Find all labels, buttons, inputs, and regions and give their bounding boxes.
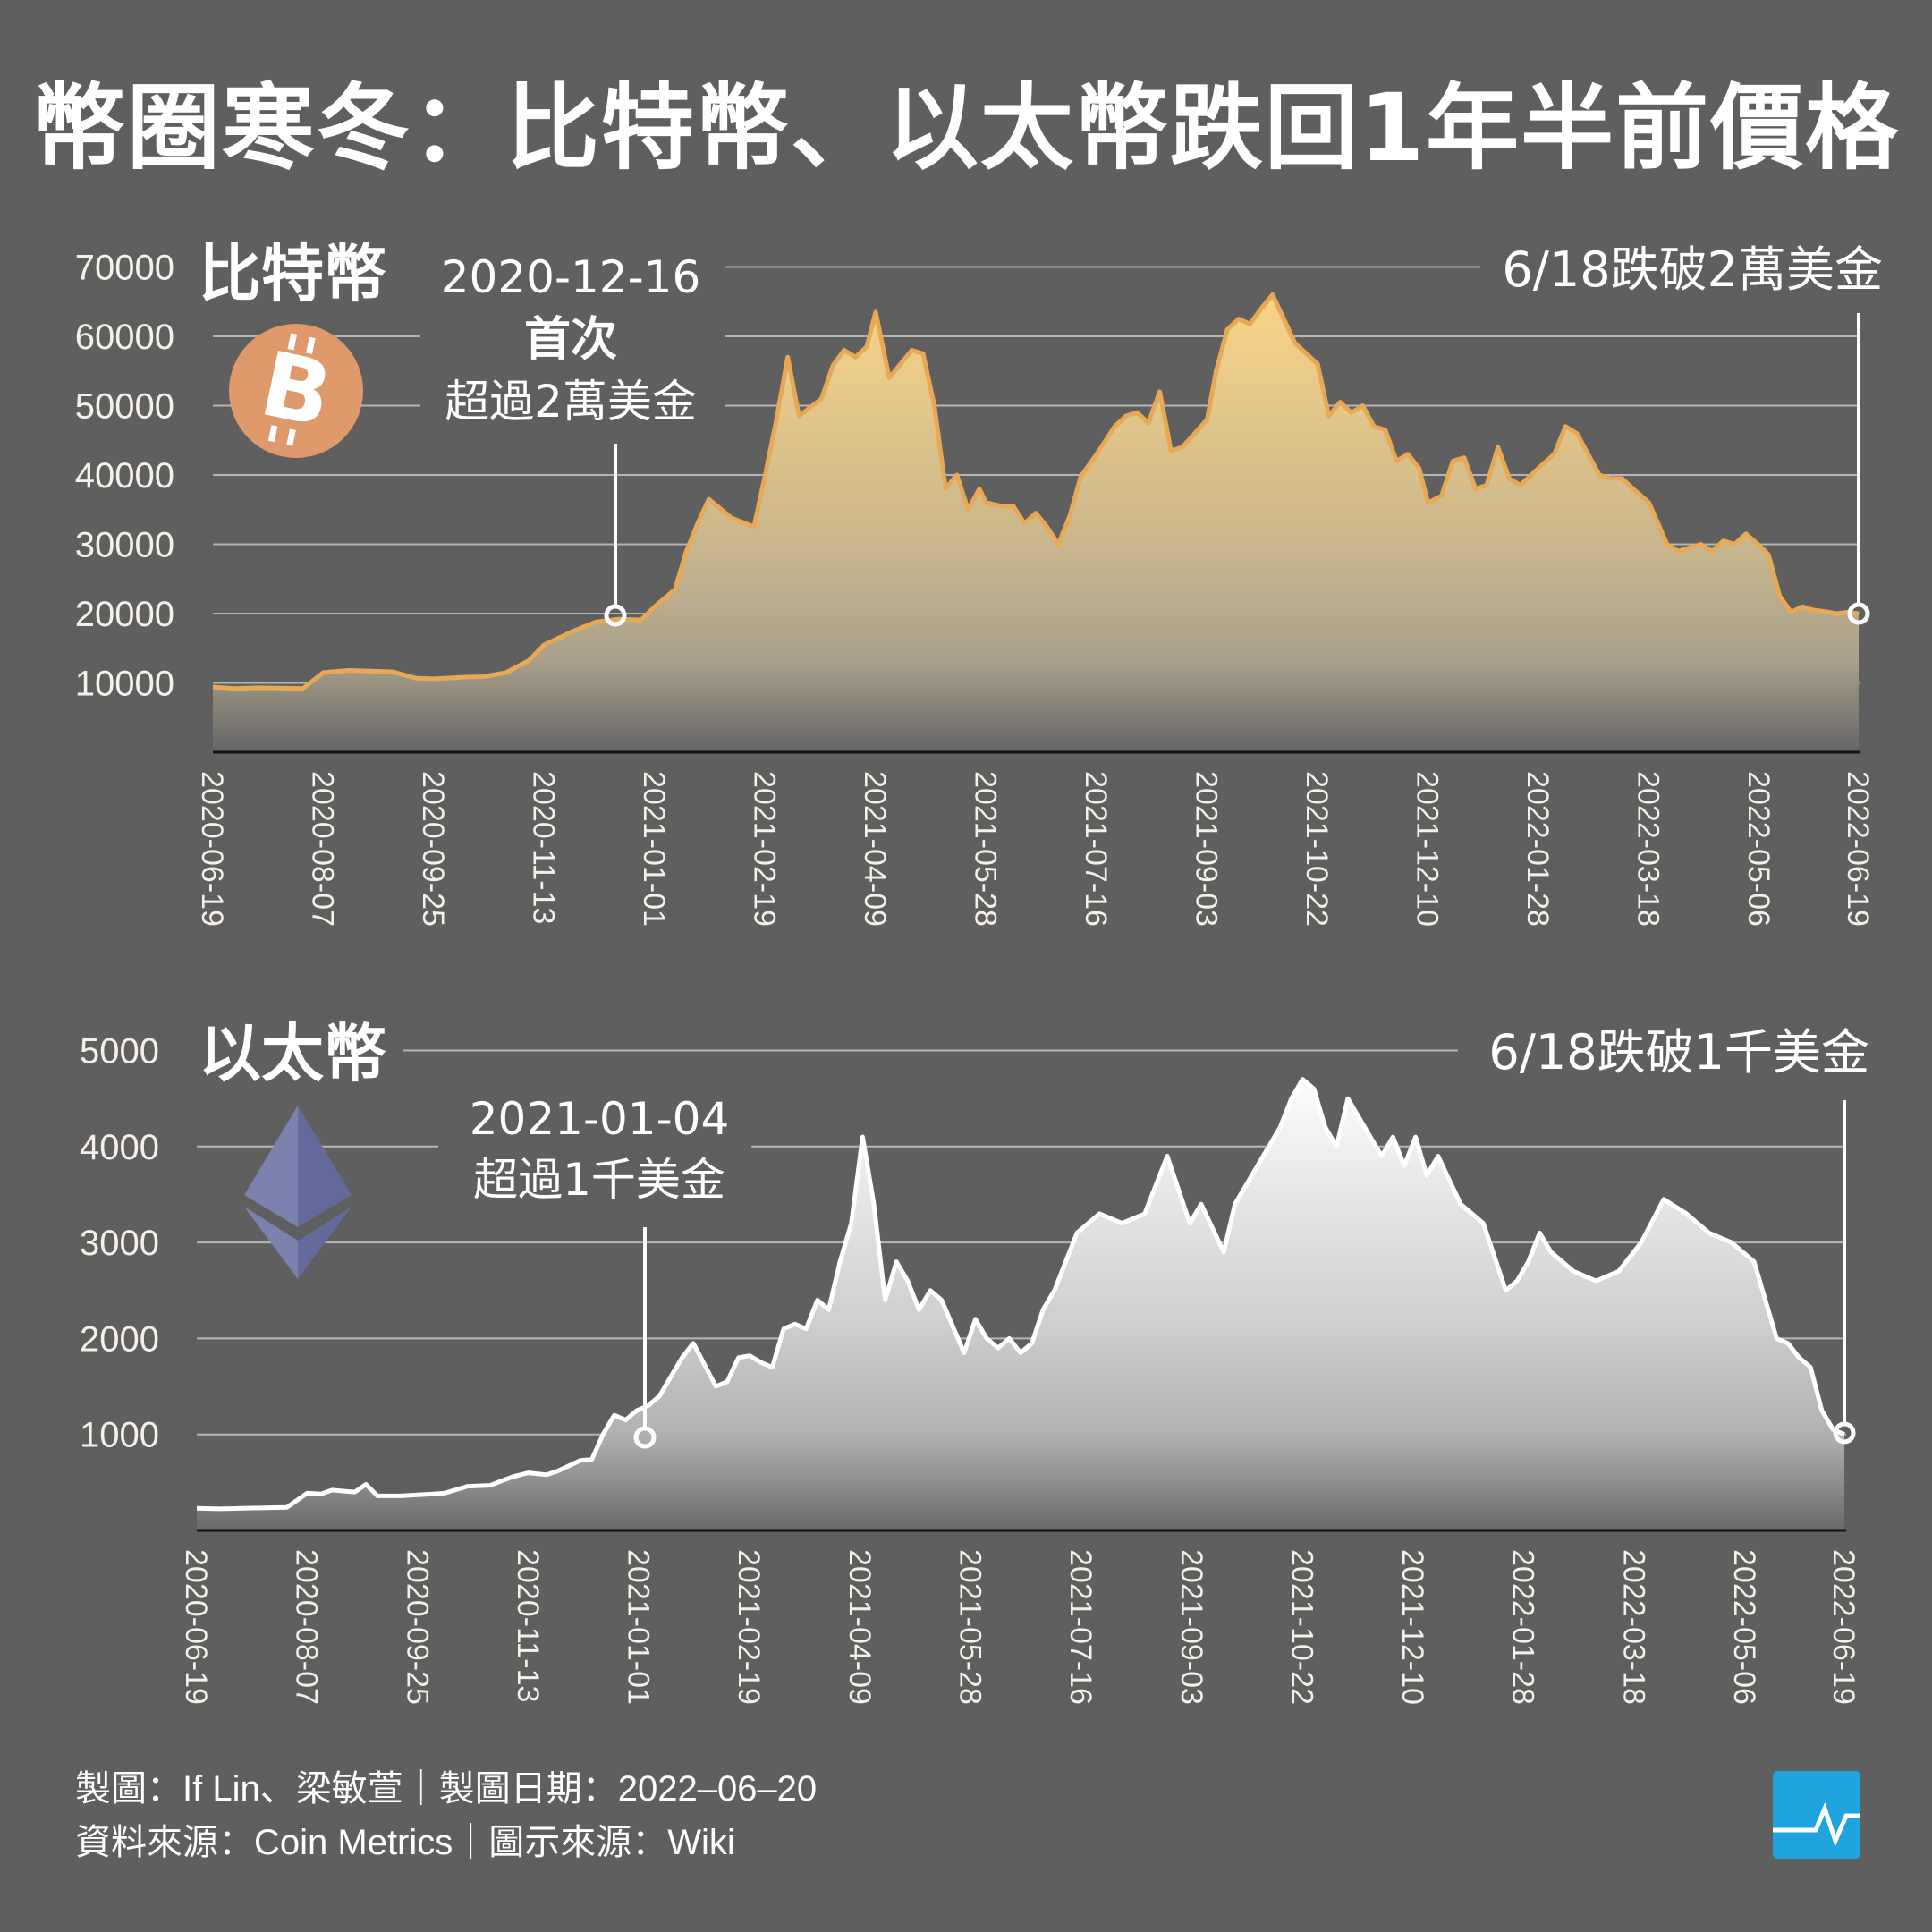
x-tick-label: 2020-08-07 [290, 1549, 324, 1705]
y-tick-label: 50000 [75, 387, 174, 427]
x-tick-label: 2022-05-06 [1727, 1549, 1761, 1705]
x-tick-label: 2020-08-07 [306, 771, 340, 927]
footer-credits: 製圖：If Lin、梁敏萱｜製圖日期：2022–06–20 資料來源：Coin … [75, 1762, 817, 1869]
eth-annotation-marker [633, 1426, 657, 1449]
y-tick-label: 20000 [75, 595, 174, 634]
y-tick-label: 3000 [80, 1224, 159, 1263]
x-tick-label: 2021-10-22 [1284, 1549, 1318, 1705]
x-tick-label: 2020-11-13 [527, 771, 561, 924]
x-tick-label: 2021-01-01 [637, 771, 671, 927]
x-tick-label: 2022-03-18 [1631, 771, 1665, 927]
btc-annotation-above: 超過2萬美金 [445, 376, 697, 428]
y-tick-label: 4000 [80, 1128, 159, 1167]
eth-annotation-drop: 6/18跌破1千美金 [1488, 1024, 1869, 1080]
eth-area [197, 1079, 1844, 1530]
y-tick-label: 5000 [80, 1032, 159, 1072]
x-tick-label: 2022-01-28 [1521, 771, 1555, 927]
eth-drop-marker [1833, 1421, 1856, 1445]
x-tick-label: 2022-06-19 [1826, 1549, 1860, 1705]
x-tick-label: 2022-06-19 [1841, 771, 1875, 927]
eth-chart: 1000 2000 3000 4000 5000 2020-06-19 2020-08-0… [80, 1017, 1869, 1705]
eth-annotation-above: 超過1千美金 [473, 1154, 725, 1206]
eth-x-axis: 2020-06-19 2020-08-07 2020-09-25 2020-11-13… [179, 1549, 1860, 1705]
x-tick-label: 2020-09-25 [400, 1549, 434, 1705]
x-tick-label: 2020-11-13 [511, 1549, 545, 1702]
btc-drop-marker [1847, 602, 1870, 625]
x-tick-label: 2021-12-10 [1411, 771, 1445, 927]
ethereum-icon [244, 1106, 352, 1279]
x-tick-label: 2020-06-19 [195, 771, 229, 927]
btc-annotation-first: 首次 [524, 313, 617, 367]
btc-x-axis: 2020-06-19 2020-08-07 2020-09-25 2020-11-13… [195, 771, 1875, 927]
btc-annotation-drop: 6/18跌破2萬美金 [1502, 242, 1883, 298]
x-tick-label: 2021-10-22 [1300, 771, 1334, 927]
bitcoin-icon: B [229, 324, 363, 458]
btc-series-name: 比特幣 [199, 237, 386, 310]
x-tick-label: 2021-09-03 [1190, 771, 1224, 927]
y-tick-label: 30000 [75, 526, 174, 565]
eth-line [196, 1077, 1845, 1512]
x-tick-label: 2021-04-09 [843, 1549, 877, 1705]
eth-series-name: 以太幣 [199, 1017, 386, 1090]
y-tick-label: 40000 [75, 456, 174, 496]
y-tick-label: 70000 [75, 249, 174, 288]
x-tick-label: 2021-04-09 [858, 771, 892, 927]
btc-chart: 10000 20000 30000 40000 50000 60000 70000 2020… [74, 237, 1883, 927]
y-tick-label: 1000 [80, 1416, 159, 1455]
footer-author-line: 製圖：If Lin、梁敏萱｜製圖日期：2022–06–20 [75, 1769, 818, 1809]
x-tick-label: 2020-09-25 [416, 771, 450, 927]
x-tick-label: 2021-12-10 [1395, 1549, 1429, 1705]
x-tick-label: 2021-07-16 [1079, 771, 1113, 927]
x-tick-label: 2021-01-01 [622, 1549, 656, 1705]
x-tick-label: 2021-02-19 [748, 771, 782, 927]
y-tick-label: 60000 [75, 318, 174, 357]
footer-source-line: 資料來源：Coin Metrics｜圖示來源：Wiki [75, 1823, 735, 1862]
x-tick-label: 2021-05-28 [969, 771, 1003, 927]
btc-annotation-date: 2020-12-16 [441, 251, 701, 303]
y-tick-label: 10000 [75, 665, 174, 704]
x-tick-label: 2021-05-28 [953, 1549, 987, 1705]
x-tick-label: 2022-03-18 [1616, 1549, 1650, 1705]
btc-area [213, 294, 1859, 752]
x-tick-label: 2020-06-19 [179, 1549, 213, 1705]
eth-y-axis: 1000 2000 3000 4000 5000 [80, 1032, 159, 1455]
page-title: 幣圈寒冬：比特幣、以太幣跌回1年半前價格 [31, 73, 1901, 182]
x-tick-label: 2022-05-06 [1741, 771, 1775, 927]
x-tick-label: 2021-07-16 [1063, 1549, 1097, 1705]
btc-annotation-marker [604, 604, 627, 627]
btc-line [212, 292, 1860, 691]
pulse-line-icon [1773, 1801, 1860, 1848]
x-tick-label: 2021-02-19 [732, 1549, 766, 1705]
publisher-logo [1773, 1771, 1860, 1859]
btc-y-axis: 10000 20000 30000 40000 50000 60000 70000 [75, 249, 174, 704]
x-tick-label: 2021-09-03 [1174, 1549, 1208, 1705]
y-tick-label: 2000 [80, 1319, 159, 1359]
eth-annotation-date: 2021-01-04 [470, 1093, 730, 1145]
x-tick-label: 2022-01-28 [1506, 1549, 1540, 1705]
